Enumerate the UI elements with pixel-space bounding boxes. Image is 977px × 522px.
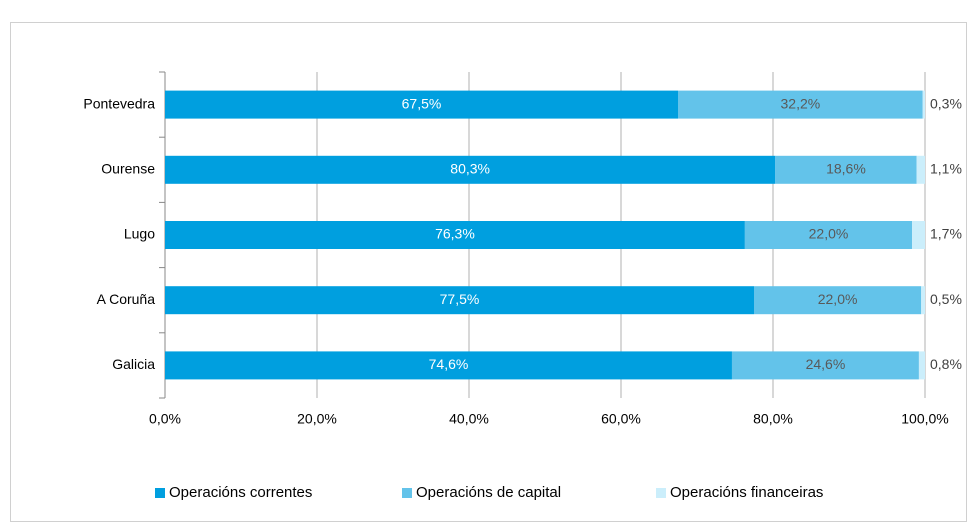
x-tick-label: 0,0% <box>149 411 181 427</box>
data-label: 1,7% <box>930 226 962 242</box>
legend-label: Operacións correntes <box>169 484 312 501</box>
data-label: 32,2% <box>781 95 821 111</box>
data-label: 0,5% <box>930 291 962 307</box>
x-tick-label: 60,0% <box>601 411 641 427</box>
data-label: 67,5% <box>402 95 442 111</box>
x-tick-label: 40,0% <box>449 411 489 427</box>
legend-swatch <box>402 488 412 498</box>
bar-segment <box>678 90 923 119</box>
data-label: 24,6% <box>806 356 846 372</box>
bar-segment <box>165 155 776 184</box>
bar-segment <box>912 221 925 249</box>
bar-segment <box>744 221 913 249</box>
x-tick-label: 20,0% <box>297 411 337 427</box>
bar-segment <box>916 155 925 184</box>
bar-segment <box>165 90 678 119</box>
bar-segment <box>165 221 745 249</box>
data-label: 22,0% <box>809 226 849 242</box>
legend-swatch <box>155 488 165 498</box>
y-tick-label: Ourense <box>101 161 155 177</box>
bar-segment <box>918 351 925 380</box>
data-label: 22,0% <box>818 291 858 307</box>
x-tick-label: 80,0% <box>753 411 793 427</box>
bar-segment <box>165 286 754 315</box>
bar-segment <box>775 155 917 184</box>
legend-swatch <box>656 488 666 498</box>
legend-label: Operacións de capital <box>416 484 561 501</box>
data-label: 0,8% <box>930 356 962 372</box>
y-tick-label: A Coruña <box>97 291 156 307</box>
data-label: 74,6% <box>429 356 469 372</box>
legend-label: Operacións financeiras <box>670 484 823 501</box>
y-tick-label: Pontevedra <box>83 95 155 111</box>
bar-segment <box>922 90 925 119</box>
bar-segment <box>165 351 732 380</box>
bar-segment <box>754 286 922 315</box>
data-label: 77,5% <box>440 291 480 307</box>
y-tick-label: Lugo <box>124 226 155 242</box>
data-label: 76,3% <box>435 226 475 242</box>
data-label: 18,6% <box>826 161 866 177</box>
bar-segment <box>921 286 925 315</box>
data-label: 0,3% <box>930 95 962 111</box>
data-label: 80,3% <box>450 161 490 177</box>
y-tick-label: Galicia <box>112 356 155 372</box>
bar-segment <box>731 351 919 380</box>
data-label: 1,1% <box>930 161 962 177</box>
x-tick-label: 100,0% <box>901 411 948 427</box>
